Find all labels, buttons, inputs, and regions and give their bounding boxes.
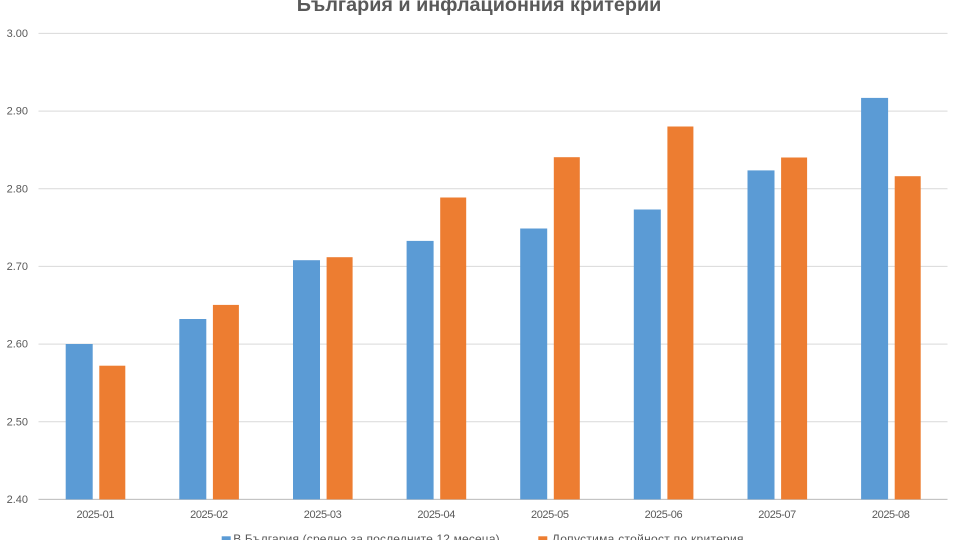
svg-text:2025-04: 2025-04 <box>417 509 455 521</box>
svg-text:България и инфлационния критер: България и инфлационния критерии <box>297 0 662 16</box>
svg-text:В България (средно за последни: В България (средно за последните 12 месе… <box>233 532 500 540</box>
svg-text:2025-08: 2025-08 <box>872 509 910 521</box>
svg-text:Допустима стойност по критерия: Допустима стойност по критерия <box>552 532 744 540</box>
svg-text:2.70: 2.70 <box>7 261 28 273</box>
svg-text:2.90: 2.90 <box>7 106 28 118</box>
svg-text:2.50: 2.50 <box>7 416 28 428</box>
svg-text:2.60: 2.60 <box>7 339 28 351</box>
svg-text:2025-01: 2025-01 <box>77 509 115 521</box>
svg-text:2025-02: 2025-02 <box>190 509 228 521</box>
svg-text:2025-07: 2025-07 <box>758 509 796 521</box>
svg-text:2025-06: 2025-06 <box>645 509 683 521</box>
svg-text:2.40: 2.40 <box>7 494 28 506</box>
svg-text:3.00: 3.00 <box>7 28 28 40</box>
svg-text:2.80: 2.80 <box>7 183 28 195</box>
svg-text:2025-05: 2025-05 <box>531 509 569 521</box>
svg-text:2025-03: 2025-03 <box>304 509 342 521</box>
